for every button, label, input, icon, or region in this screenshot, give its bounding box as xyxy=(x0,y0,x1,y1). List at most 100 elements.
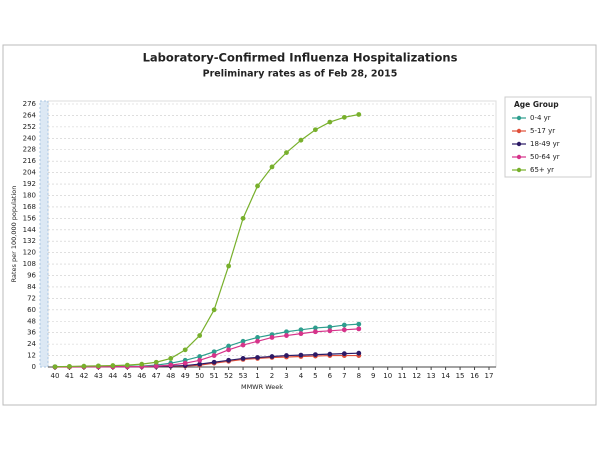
data-point xyxy=(313,329,318,335)
data-point xyxy=(313,325,318,331)
data-point xyxy=(313,352,318,358)
y-tick-label: 48 xyxy=(27,317,36,325)
data-point xyxy=(327,351,333,357)
x-axis-label: MMWR Week xyxy=(241,383,283,391)
y-tick-label: 264 xyxy=(23,111,37,119)
y-tick-label: 96 xyxy=(27,272,36,280)
data-point xyxy=(197,354,203,359)
data-point xyxy=(211,359,217,365)
data-point xyxy=(240,342,246,348)
data-point xyxy=(269,354,275,359)
x-tick-label: 13 xyxy=(427,372,436,380)
data-point xyxy=(269,335,275,340)
data-point xyxy=(298,137,304,143)
y-tick-label: 132 xyxy=(23,237,36,245)
data-point xyxy=(240,338,246,344)
x-tick-label: 17 xyxy=(485,372,494,380)
data-point xyxy=(81,363,87,369)
legend-label: 65+ yr xyxy=(530,166,554,174)
x-tick-label: 47 xyxy=(152,372,161,380)
data-point xyxy=(255,335,260,340)
data-point xyxy=(313,127,318,133)
data-point xyxy=(284,353,289,358)
y-tick-label: 0 xyxy=(32,363,36,371)
data-point xyxy=(139,361,145,367)
x-tick-label: 4 xyxy=(299,372,304,380)
data-point xyxy=(298,331,304,337)
data-point xyxy=(153,359,159,365)
x-tick-label: 2 xyxy=(270,372,274,380)
x-tick-label: 49 xyxy=(181,372,190,380)
data-point xyxy=(356,350,362,356)
data-point xyxy=(153,363,159,369)
data-point xyxy=(284,333,289,338)
data-point xyxy=(341,322,347,328)
data-point xyxy=(298,352,304,358)
data-point xyxy=(168,356,174,361)
x-tick-label: 42 xyxy=(79,372,88,380)
x-tick-label: 48 xyxy=(166,372,175,380)
x-tick-label: 40 xyxy=(51,372,60,380)
data-point xyxy=(67,364,72,369)
y-tick-label: 84 xyxy=(27,283,36,291)
data-point xyxy=(327,328,333,334)
data-point xyxy=(168,362,174,368)
x-tick-label: 45 xyxy=(123,372,132,380)
x-tick-label: 3 xyxy=(284,372,288,380)
y-axis-label: Rates per 100,000 population xyxy=(10,186,18,283)
y-tick-label: 168 xyxy=(23,203,36,211)
x-tick-label: 52 xyxy=(224,372,233,380)
data-point xyxy=(96,363,101,369)
legend-marker xyxy=(516,141,522,147)
data-point xyxy=(226,357,232,363)
data-point xyxy=(182,347,188,353)
legend-title: Age Group xyxy=(514,100,559,109)
x-tick-label: 11 xyxy=(398,372,407,380)
x-tick-label: 53 xyxy=(239,372,248,380)
data-point xyxy=(356,321,362,327)
data-point xyxy=(255,183,260,189)
y-tick-label: 60 xyxy=(27,306,36,314)
y-tick-label: 24 xyxy=(27,340,36,348)
data-point xyxy=(211,307,217,313)
data-point xyxy=(284,150,289,155)
x-tick-label: 12 xyxy=(412,372,421,380)
chart-title: Laboratory-Confirmed Influenza Hospitali… xyxy=(143,51,458,65)
x-tick-label: 16 xyxy=(470,372,479,380)
y-tick-label: 192 xyxy=(23,180,36,188)
legend-label: 50-64 yr xyxy=(530,153,560,161)
y-tick-label: 276 xyxy=(23,100,37,108)
y-tick-label: 144 xyxy=(23,226,37,234)
x-tick-label: 6 xyxy=(328,372,333,380)
series-line xyxy=(54,113,359,368)
data-point xyxy=(197,361,203,367)
y-tick-label: 156 xyxy=(23,214,37,222)
data-point xyxy=(255,338,260,344)
data-point xyxy=(240,356,246,361)
data-point xyxy=(356,112,362,117)
data-point xyxy=(341,327,347,333)
data-point xyxy=(284,329,289,335)
y-tick-label: 240 xyxy=(23,134,36,142)
chart-subtitle: Preliminary rates as of Feb 28, 2015 xyxy=(203,69,398,80)
y-tick-label: 216 xyxy=(23,157,37,165)
data-point xyxy=(356,326,362,332)
y-tick-label: 72 xyxy=(27,294,36,302)
legend-marker xyxy=(516,115,522,121)
data-point xyxy=(269,164,275,170)
data-point xyxy=(327,119,333,125)
legend-label: 18-49 yr xyxy=(530,140,560,148)
y-tick-label: 204 xyxy=(23,169,37,177)
x-tick-label: 44 xyxy=(108,372,117,380)
data-point xyxy=(211,353,217,358)
x-tick-label: 1 xyxy=(255,372,259,380)
x-tick-label: 41 xyxy=(65,372,74,380)
data-point xyxy=(52,364,58,370)
series-line xyxy=(55,328,359,368)
x-tick-label: 7 xyxy=(342,372,346,380)
data-point xyxy=(255,355,260,360)
axis-strip xyxy=(39,100,49,368)
x-tick-label: 14 xyxy=(441,372,450,380)
x-tick-label: 15 xyxy=(456,372,465,380)
